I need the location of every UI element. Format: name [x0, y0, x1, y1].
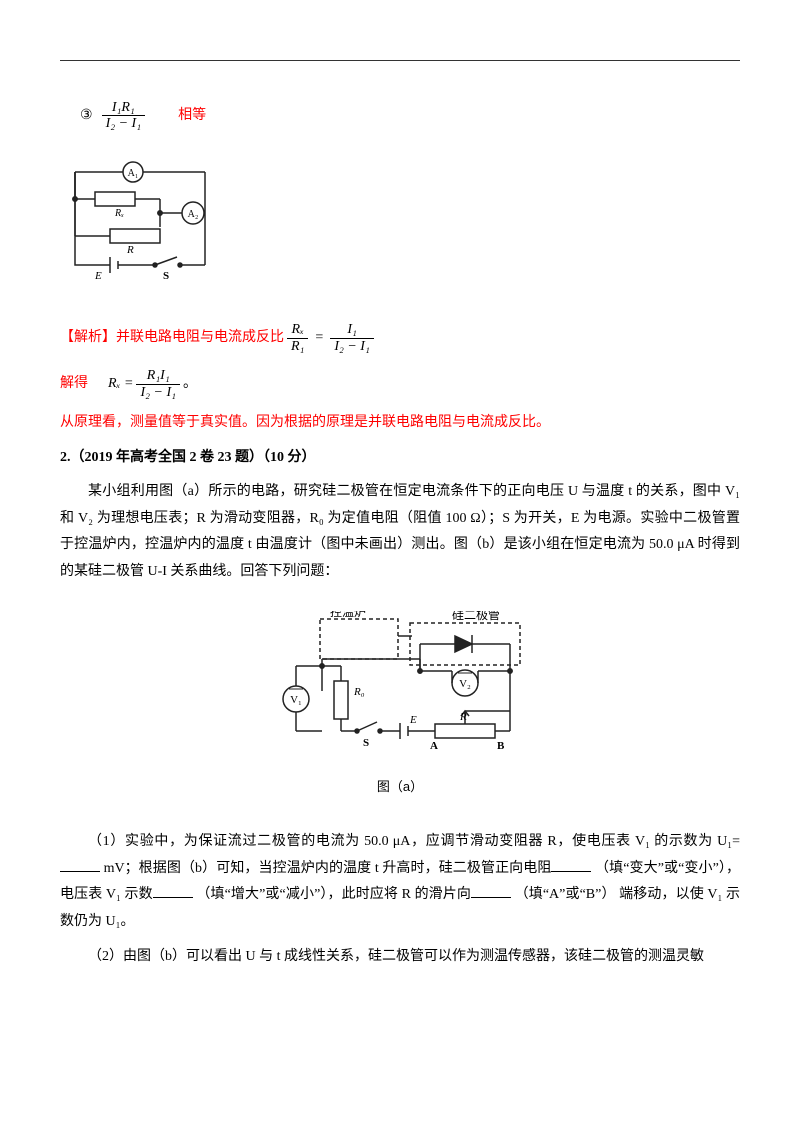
analysis-f2-num: I₁ — [343, 322, 361, 337]
circuit-diagram-1: A₁ A₂ Rₓ R E S — [65, 157, 215, 287]
analysis-frac1: Rₓ R₁ — [287, 322, 308, 354]
analysis-frac2: I₁ I₂ − I₁ — [330, 322, 374, 354]
solve-den: I₂ − I₁ — [136, 384, 180, 400]
analysis-text1: 并联电路电阻与电流成反比 — [116, 325, 284, 352]
page-content: ③ I₁R₁ I₂ − I₁ 相等 — [60, 40, 740, 970]
q2-sub1-a: （1）实验中，为保证流过二极管的电流为 50.0 μA，应调节滑动变阻器 R，使… — [88, 834, 740, 849]
blank-3 — [153, 884, 193, 898]
blank-1 — [60, 858, 100, 872]
circuit-diagram-2-wrap: 控温炉 硅二极管 V₁ V₂ R₀ S E R A B 图（a） — [60, 611, 740, 800]
furnace-label: 控温炉 — [330, 611, 366, 619]
eq3-num: I₁R₁ — [108, 100, 139, 115]
svg-text:V₂: V₂ — [459, 678, 471, 690]
analysis-line: 【解析】 并联电路电阻与电流成反比 Rₓ R₁ = I₁ I₂ − I₁ — [60, 322, 740, 354]
equation-3: ③ I₁R₁ I₂ − I₁ 相等 — [60, 100, 740, 132]
analysis-f1-num: Rₓ — [287, 322, 308, 337]
eq3-fraction: I₁R₁ I₂ − I₁ — [102, 100, 146, 132]
eq3-marker: ③ — [80, 103, 93, 130]
blank-2 — [551, 858, 591, 872]
svg-text:S: S — [163, 270, 169, 282]
solve-period: 。 — [183, 371, 197, 398]
q2-sub1-d: （填“增大”或“减小”），此时应将 R 的滑片向 — [196, 887, 471, 902]
svg-text:R: R — [126, 244, 134, 256]
svg-text:A₁: A₁ — [128, 168, 139, 179]
page-top-rule — [60, 60, 740, 61]
q2-sub1: （1）实验中，为保证流过二极管的电流为 50.0 μA，应调节滑动变阻器 R，使… — [60, 829, 740, 935]
q2-heading: 2.（2019 年高考全国 2 卷 23 题）（10 分） — [60, 445, 740, 472]
analysis-f1-den: R₁ — [287, 338, 308, 354]
diode-label: 硅二极管 — [452, 611, 500, 622]
svg-text:E: E — [94, 270, 102, 282]
q2-sub1-b: mV；根据图（b）可知，当控温炉内的温度 t 升高时，硅二极管正向电阻 — [104, 861, 552, 876]
svg-text:Rₓ: Rₓ — [114, 208, 124, 219]
analysis-f2-den: I₂ − I₁ — [330, 338, 374, 354]
analysis-label: 【解析】 — [60, 325, 116, 352]
figure-a-caption: 图（a） — [377, 775, 423, 800]
svg-text:A: A — [430, 740, 438, 752]
analysis-eq: = — [315, 325, 323, 352]
circuit-diagram-2: 控温炉 硅二极管 V₁ V₂ R₀ S E R A B — [260, 611, 540, 771]
svg-text:B: B — [497, 740, 505, 752]
solve-num: R₁I₁ — [143, 368, 174, 383]
svg-text:S: S — [363, 737, 369, 749]
solve-line: 解得 Rₓ = R₁I₁ I₂ − I₁ 。 — [60, 368, 740, 400]
blank-4 — [471, 884, 511, 898]
solve-lhs: Rₓ = — [108, 371, 133, 398]
svg-text:R: R — [459, 711, 467, 723]
eq3-den: I₂ − I₁ — [102, 115, 146, 131]
q2-sub2: （2）由图（b）可以看出 U 与 t 成线性关系，硅二极管可以作为测温传感器，该… — [60, 944, 740, 971]
solve-frac: R₁I₁ I₂ − I₁ — [136, 368, 180, 400]
eq3-note: 相等 — [178, 103, 206, 130]
solve-label: 解得 — [60, 371, 88, 398]
principle-text: 从原理看，测量值等于真实值。因为根据的原理是并联电路电阻与电流成反比。 — [60, 410, 740, 437]
svg-text:R₀: R₀ — [353, 686, 365, 698]
svg-text:E: E — [409, 714, 417, 726]
q2-para: 某小组利用图（a）所示的电路，研究硅二极管在恒定电流条件下的正向电压 U 与温度… — [60, 479, 740, 585]
svg-text:A₂: A₂ — [188, 209, 199, 220]
svg-text:V₁: V₁ — [290, 694, 302, 706]
